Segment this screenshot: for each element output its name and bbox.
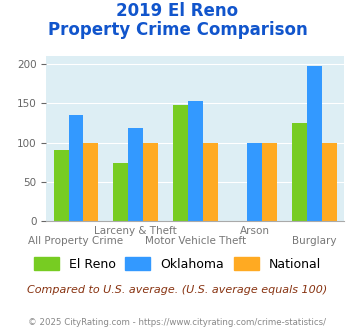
Bar [247,143,262,221]
Bar [113,163,128,221]
Text: 2019 El Reno: 2019 El Reno [116,2,239,20]
Bar [128,128,143,221]
Text: © 2025 CityRating.com - https://www.cityrating.com/crime-statistics/: © 2025 CityRating.com - https://www.city… [28,318,327,327]
Text: Larceny & Theft: Larceny & Theft [94,226,177,236]
Bar [262,143,277,221]
Bar [69,115,83,221]
Text: Compared to U.S. average. (U.S. average equals 100): Compared to U.S. average. (U.S. average … [27,285,328,295]
Bar [173,105,188,221]
Bar [83,143,98,221]
Bar [203,143,218,221]
Text: Motor Vehicle Theft: Motor Vehicle Theft [145,236,246,246]
Bar [143,143,158,221]
Text: Arson: Arson [240,226,270,236]
Bar [307,66,322,221]
Legend: El Reno, Oklahoma, National: El Reno, Oklahoma, National [28,252,327,276]
Text: All Property Crime: All Property Crime [28,236,124,246]
Bar [54,150,69,221]
Bar [292,123,307,221]
Text: Property Crime Comparison: Property Crime Comparison [48,21,307,40]
Bar [322,143,337,221]
Text: Burglary: Burglary [292,236,337,246]
Bar [188,101,203,221]
